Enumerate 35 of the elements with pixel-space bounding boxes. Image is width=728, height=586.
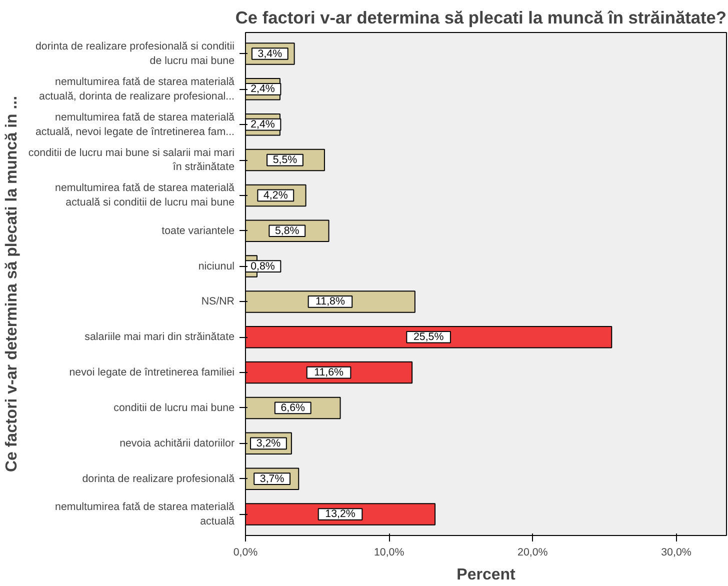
- data-label: 3,7%: [260, 472, 285, 485]
- y-tick-label: dorinta de realizare profesională si conditii de lucru mai bune: [35, 40, 235, 67]
- data-label: 0,8%: [250, 260, 276, 272]
- y-tick-label: toate variantele: [162, 224, 235, 237]
- x-tick-label: 0,0%: [233, 546, 258, 558]
- data-label: 13,2%: [325, 508, 356, 520]
- y-tick-label: nevoi legate de întretinerea familiei: [69, 366, 235, 379]
- y-tick-label: nemultumirea fată de starea materială actuală, nevoi legate de întretinerea fam...: [35, 111, 235, 138]
- data-label: 2,4%: [250, 83, 276, 96]
- y-tick-label: nemultumirea fată de starea materială actuală si conditii de lucru mai bune: [55, 182, 235, 209]
- x-tick-label: 10,0%: [374, 546, 405, 558]
- y-tick-label: nevoia achitării datoriilor: [120, 437, 235, 450]
- y-tick-label: NS/NR: [201, 296, 235, 308]
- data-label: 11,8%: [316, 296, 346, 308]
- x-tick-label: 30,0%: [661, 546, 692, 558]
- data-label: 25,5%: [413, 331, 444, 344]
- data-label: 5,8%: [274, 224, 300, 237]
- data-label: 11,6%: [314, 366, 344, 379]
- data-label: 5,5%: [272, 154, 298, 166]
- data-label: 4,2%: [264, 189, 288, 202]
- y-axis-title: Ce factori v-ar determina să plecati la muncă in ...: [3, 96, 20, 472]
- y-tick-label: conditii de lucru mai bune: [114, 402, 235, 414]
- chart-title: Ce factori v-ar determina să plecati la muncă în străinătate?: [235, 8, 727, 28]
- data-label: 3,2%: [256, 437, 282, 450]
- data-label: 3,4%: [258, 48, 283, 60]
- x-tick-label: 20,0%: [518, 546, 548, 558]
- y-tick-label: conditii de lucru mai bune si salarii mai mari în străinătate: [28, 146, 235, 174]
- y-tick-label: nemultumirea fată de starea materială actuală, dorinta de realizare profesional...: [39, 76, 235, 102]
- x-axis-title: Percent: [456, 566, 516, 584]
- data-label: 2,4%: [250, 118, 276, 131]
- data-label: 6,6%: [280, 402, 306, 414]
- y-tick-label: nemultumirea fată de starea materială actuală: [55, 501, 235, 528]
- y-tick-label: salariile mai mari din străinătate: [84, 331, 235, 344]
- y-tick-label: niciunul: [198, 260, 235, 272]
- y-tick-label: dorinta de realizare profesională: [82, 472, 235, 485]
